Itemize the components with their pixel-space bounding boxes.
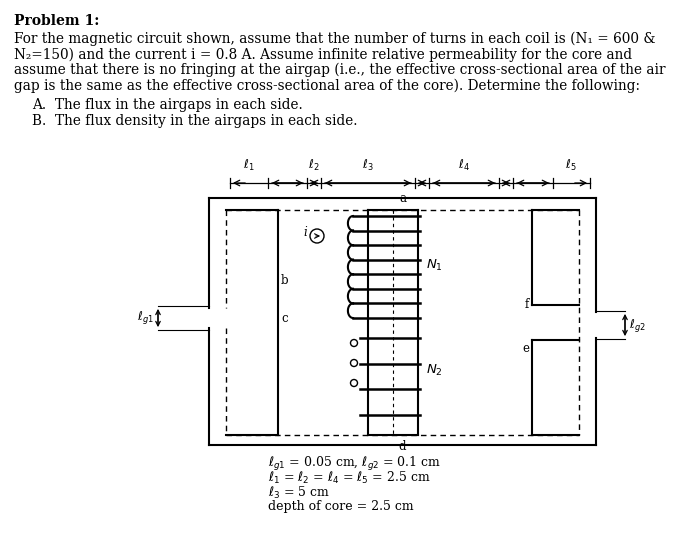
Text: N₂=150) and the current i = 0.8 A. Assume infinite relative permeability for the: N₂=150) and the current i = 0.8 A. Assum… xyxy=(14,47,632,62)
Text: $N_1$: $N_1$ xyxy=(426,258,443,273)
Text: a: a xyxy=(399,192,406,205)
Text: $N_2$: $N_2$ xyxy=(426,362,443,377)
Text: gap is the same as the effective cross-sectional area of the core). Determine th: gap is the same as the effective cross-s… xyxy=(14,79,640,93)
Text: B.  The flux density in the airgaps in each side.: B. The flux density in the airgaps in ea… xyxy=(32,114,358,128)
Text: $\ell_4$: $\ell_4$ xyxy=(458,158,470,173)
Text: $\ell_1$: $\ell_1$ xyxy=(243,158,255,173)
Text: f: f xyxy=(525,299,529,312)
Text: $\ell_{g1}$: $\ell_{g1}$ xyxy=(137,309,154,327)
Text: $\ell_1$ = $\ell_2$ = $\ell_4$ = $\ell_5$ = 2.5 cm: $\ell_1$ = $\ell_2$ = $\ell_4$ = $\ell_5… xyxy=(268,470,430,486)
Text: Problem 1:: Problem 1: xyxy=(14,14,99,28)
Text: i: i xyxy=(303,226,307,239)
Text: $\ell_5$: $\ell_5$ xyxy=(565,158,577,173)
Text: A.  The flux in the airgaps in each side.: A. The flux in the airgaps in each side. xyxy=(32,98,302,112)
Text: $\ell_2$: $\ell_2$ xyxy=(308,158,320,173)
Text: e: e xyxy=(522,342,529,355)
Text: $\ell_{g2}$: $\ell_{g2}$ xyxy=(629,316,645,334)
Text: c: c xyxy=(281,312,288,324)
Text: $\ell_3$: $\ell_3$ xyxy=(362,158,374,173)
Text: For the magnetic circuit shown, assume that the number of turns in each coil is : For the magnetic circuit shown, assume t… xyxy=(14,32,655,46)
Text: assume that there is no fringing at the airgap (i.e., the effective cross-sectio: assume that there is no fringing at the … xyxy=(14,63,666,78)
Text: b: b xyxy=(281,274,288,287)
Text: d: d xyxy=(399,440,406,453)
Text: $\ell_{g1}$ = 0.05 cm, $\ell_{g2}$ = 0.1 cm: $\ell_{g1}$ = 0.05 cm, $\ell_{g2}$ = 0.1… xyxy=(268,455,441,473)
Text: $\ell_3$ = 5 cm: $\ell_3$ = 5 cm xyxy=(268,485,330,501)
Text: depth of core = 2.5 cm: depth of core = 2.5 cm xyxy=(268,500,414,513)
